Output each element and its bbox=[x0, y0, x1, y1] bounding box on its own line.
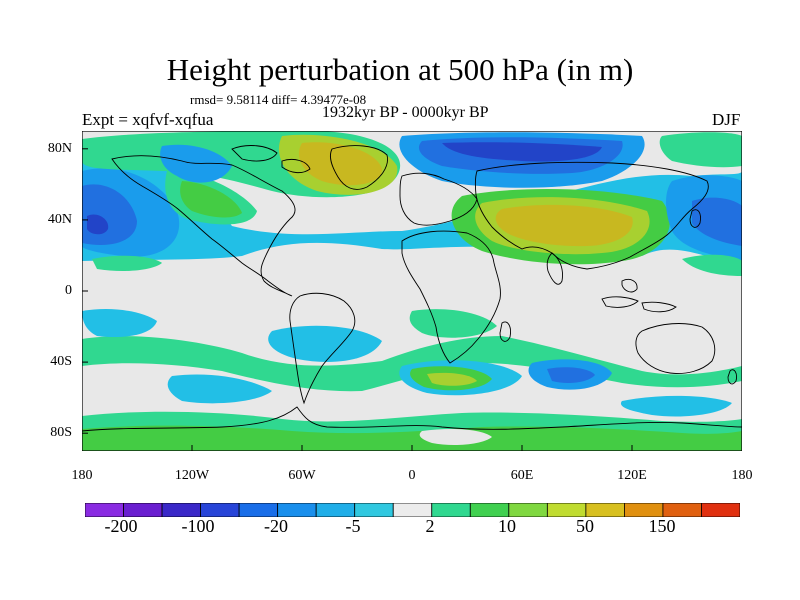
colorbar-box-0 bbox=[85, 503, 124, 517]
colorbar-label-50: 50 bbox=[576, 516, 594, 536]
contour-antarctic-cyan bbox=[620, 395, 732, 417]
colorbar-label-10: 10 bbox=[498, 516, 516, 536]
contour-northpole-cap bbox=[659, 132, 742, 168]
lon-label-0: 0 bbox=[408, 468, 416, 483]
contour-asia-high-core bbox=[495, 204, 633, 247]
contour-tropic-green-1 bbox=[92, 255, 162, 271]
lon-label-180-west: 180 bbox=[71, 468, 93, 483]
colorbar-box-3 bbox=[200, 503, 240, 517]
colorbar-box-10 bbox=[469, 503, 510, 517]
coastline-greenland bbox=[329, 145, 388, 190]
colorbar-box-11 bbox=[508, 503, 548, 517]
colorbar-box-14 bbox=[624, 503, 664, 517]
coastline-australia bbox=[635, 323, 716, 374]
contour-siberia-core bbox=[442, 142, 602, 162]
period-label: 1932kyr BP - 0000kyr BP bbox=[322, 104, 489, 121]
colorbar-label-150: 150 bbox=[648, 516, 676, 536]
coastline-antarctica bbox=[82, 406, 742, 432]
colorbar-box-4 bbox=[238, 503, 279, 517]
colorbar-box-15 bbox=[662, 503, 702, 517]
lat-label-40n: 40N bbox=[47, 212, 72, 227]
contour-antarctic-green bbox=[82, 425, 742, 451]
coastline-asia bbox=[474, 161, 709, 270]
colorbar-box-13 bbox=[585, 503, 625, 517]
contour-tropic-green-2 bbox=[682, 254, 742, 276]
colorbar-box-1 bbox=[123, 503, 163, 517]
contour-greenland-core bbox=[298, 142, 382, 186]
contour-indian-low-core bbox=[547, 367, 595, 383]
lat-label-80n: 80N bbox=[47, 141, 72, 156]
contour-south-atlantic-core bbox=[427, 372, 477, 386]
experiment-label: Expt = xqfvf-xqfua bbox=[82, 110, 214, 129]
map-title: Height perturbation at 500 hPa (in m) bbox=[166, 52, 634, 87]
coastline-madagascar bbox=[499, 321, 511, 342]
coastline-india bbox=[546, 252, 563, 285]
coastline-new-zealand bbox=[727, 369, 737, 385]
colorbar-box-2 bbox=[161, 503, 201, 517]
lat-label-equator: 0 bbox=[65, 283, 72, 298]
colorbar-label-m20: -20 bbox=[264, 516, 288, 536]
coastline-africa bbox=[401, 230, 501, 364]
season-label: DJF bbox=[712, 110, 741, 129]
lon-label-60w: 60W bbox=[288, 468, 316, 483]
lat-label-40s: 40S bbox=[50, 354, 72, 369]
coastlines bbox=[82, 145, 742, 432]
colorbar-label-2: 2 bbox=[425, 516, 435, 536]
contour-south-band-teal bbox=[82, 336, 742, 392]
colorbar-box-5 bbox=[277, 503, 317, 517]
coastline-arctic-islands bbox=[231, 145, 311, 174]
contour-npacific-east-core bbox=[692, 197, 742, 246]
colorbar-label-m100: -100 bbox=[181, 516, 215, 536]
contour-antarctic-gray bbox=[419, 429, 492, 445]
coastline-japan bbox=[689, 209, 701, 228]
axis-ticks bbox=[82, 148, 633, 451]
colorbar-box-12 bbox=[546, 503, 587, 517]
coastline-indonesia bbox=[601, 278, 677, 313]
lat-label-80s: 80S bbox=[50, 425, 72, 440]
coastline-europe bbox=[399, 172, 478, 226]
contour-field bbox=[82, 131, 742, 451]
lon-label-60e: 60E bbox=[510, 468, 534, 483]
lon-label-120e: 120E bbox=[617, 468, 647, 483]
contour-south-cyan-1 bbox=[82, 309, 157, 338]
colorbar-box-6 bbox=[315, 503, 356, 517]
lon-label-120w: 120W bbox=[174, 468, 210, 483]
coastline-south-america bbox=[289, 292, 356, 405]
contour-south-cyan-2 bbox=[268, 325, 382, 362]
colorbar bbox=[85, 503, 740, 517]
coastline-north-america bbox=[111, 155, 296, 297]
contour-tropic-green-atl bbox=[409, 309, 497, 338]
stats-label: rmsd= 9.58114 diff= 4.39477e-08 bbox=[190, 92, 367, 107]
contour-pacific-high-core bbox=[180, 181, 242, 218]
contour-austral-pac-low bbox=[167, 374, 272, 404]
colorbar-label-m200: -200 bbox=[104, 516, 138, 536]
colorbar-box-9 bbox=[431, 503, 471, 517]
colorbar-box-8 bbox=[392, 503, 433, 517]
contour-pacific-core bbox=[87, 214, 109, 235]
colorbar-label-m5: -5 bbox=[345, 516, 361, 536]
colorbar-box-16 bbox=[701, 503, 740, 517]
map-panel bbox=[82, 131, 742, 451]
colorbar-box-7 bbox=[354, 503, 394, 517]
lon-label-180-east: 180 bbox=[731, 468, 753, 483]
